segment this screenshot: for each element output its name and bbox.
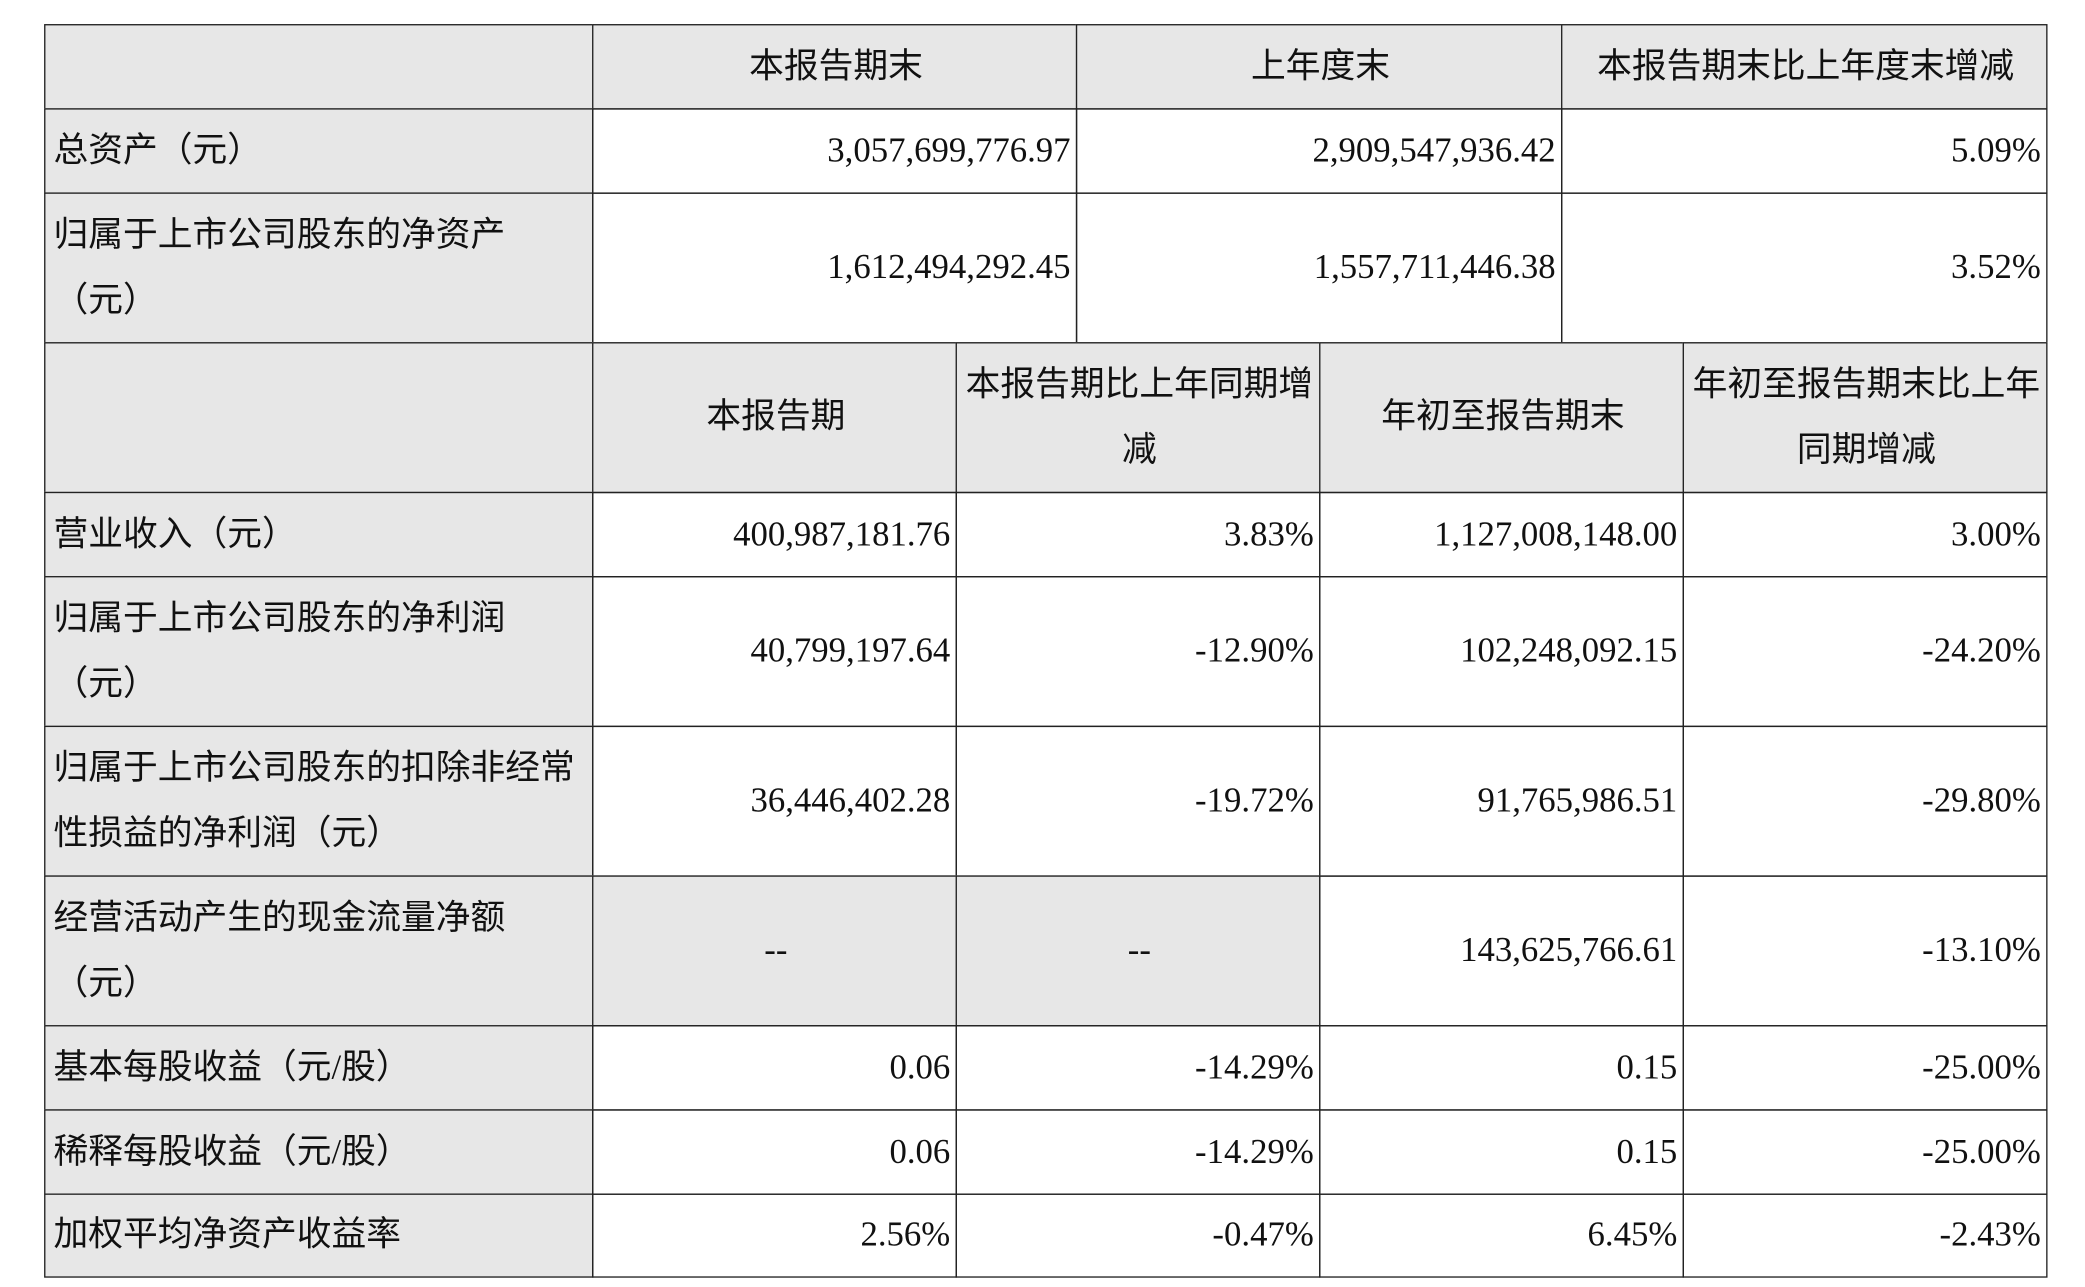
data-cell: --	[955, 875, 1321, 1027]
header-cell: 上年度末	[1075, 24, 1563, 110]
data-cell: -14.29%	[955, 1025, 1321, 1111]
data-cell: 36,446,402.28	[592, 725, 957, 877]
data-cell: 6.45%	[1319, 1193, 1684, 1278]
data-cell: -13.10%	[1682, 875, 2048, 1027]
data-cell: 1,612,494,292.45	[592, 192, 1078, 344]
header-cell: 年初至报告期末比上年同期增减	[1682, 342, 2048, 494]
data-cell: -24.20%	[1682, 576, 2048, 728]
data-cell: -29.80%	[1682, 725, 2048, 877]
row-label: 稀释每股收益（元/股）	[44, 1109, 594, 1195]
data-cell: -12.90%	[955, 576, 1321, 728]
data-cell: 143,625,766.61	[1319, 875, 1684, 1027]
data-cell: -25.00%	[1682, 1025, 2048, 1111]
data-cell: 1,557,711,446.38	[1075, 192, 1563, 344]
row-label: 加权平均净资产收益率	[44, 1193, 594, 1278]
data-cell: -25.00%	[1682, 1109, 2048, 1195]
row-label: 归属于上市公司股东的净利润（元）	[44, 576, 594, 728]
row-label: 营业收入（元）	[44, 491, 594, 578]
row-label: 归属于上市公司股东的扣除非经常性损益的净利润（元）	[44, 725, 594, 877]
row-label: 经营活动产生的现金流量净额（元）	[44, 875, 594, 1027]
header-corner	[44, 24, 594, 110]
header-cell: 本报告期	[592, 342, 957, 494]
row-label: 归属于上市公司股东的净资产（元）	[44, 192, 594, 344]
data-cell: 0.06	[592, 1109, 957, 1195]
header-cell: 本报告期末比上年度末增减	[1561, 24, 2048, 110]
row-label: 基本每股收益（元/股）	[44, 1025, 594, 1111]
data-cell: 0.06	[592, 1025, 957, 1111]
data-cell: 40,799,197.64	[592, 576, 957, 728]
data-cell: 3.00%	[1682, 491, 2048, 578]
header-cell: 本报告期末	[592, 24, 1078, 110]
header-corner	[44, 342, 594, 494]
row-label: 总资产（元）	[44, 108, 594, 194]
data-cell: 400,987,181.76	[592, 491, 957, 578]
data-cell: 3,057,699,776.97	[592, 108, 1078, 194]
header-cell: 年初至报告期末	[1319, 342, 1684, 494]
data-cell: 102,248,092.15	[1319, 576, 1684, 728]
data-cell: -0.47%	[955, 1193, 1321, 1278]
data-cell: 2.56%	[592, 1193, 957, 1278]
data-cell: -2.43%	[1682, 1193, 2048, 1278]
data-cell: 3.83%	[955, 491, 1321, 578]
data-cell: --	[592, 875, 957, 1027]
data-cell: 5.09%	[1561, 108, 2048, 194]
data-cell: 91,765,986.51	[1319, 725, 1684, 877]
data-cell: -14.29%	[955, 1109, 1321, 1195]
data-cell: -19.72%	[955, 725, 1321, 877]
data-cell: 3.52%	[1561, 192, 2048, 344]
data-cell: 1,127,008,148.00	[1319, 491, 1684, 578]
data-cell: 0.15	[1319, 1109, 1684, 1195]
data-cell: 2,909,547,936.42	[1075, 108, 1563, 194]
data-cell: 0.15	[1319, 1025, 1684, 1111]
header-cell: 本报告期比上年同期增减	[955, 342, 1321, 494]
